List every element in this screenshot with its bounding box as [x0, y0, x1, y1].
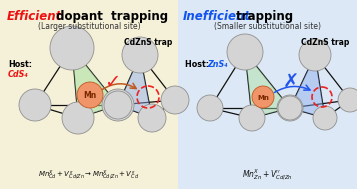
- Circle shape: [77, 82, 103, 108]
- Text: Efficient: Efficient: [7, 10, 62, 23]
- Polygon shape: [72, 48, 118, 118]
- Text: Mn: Mn: [257, 95, 269, 101]
- Circle shape: [122, 37, 158, 73]
- Text: ✓: ✓: [104, 73, 120, 91]
- Bar: [178, 0, 357, 189]
- Polygon shape: [290, 55, 325, 118]
- Text: CdS₄: CdS₄: [8, 70, 29, 79]
- Text: (Smaller substitutional site): (Smaller substitutional site): [213, 22, 321, 31]
- Circle shape: [138, 104, 166, 132]
- Text: (Larger substitutional site): (Larger substitutional site): [38, 22, 140, 31]
- Circle shape: [104, 91, 132, 119]
- Polygon shape: [245, 52, 290, 118]
- Bar: [0, 0, 178, 189]
- Circle shape: [161, 86, 189, 114]
- Circle shape: [197, 95, 223, 121]
- Circle shape: [50, 26, 94, 70]
- Circle shape: [299, 39, 331, 71]
- Circle shape: [19, 89, 51, 121]
- Circle shape: [313, 106, 337, 130]
- Text: trapping: trapping: [232, 10, 293, 23]
- Text: Inefficient: Inefficient: [183, 10, 251, 23]
- Circle shape: [252, 86, 274, 108]
- Text: Mn: Mn: [84, 91, 97, 101]
- Circle shape: [278, 96, 302, 120]
- Circle shape: [239, 105, 265, 131]
- Text: dopant  trapping: dopant trapping: [52, 10, 168, 23]
- Text: Host:: Host:: [185, 60, 212, 69]
- Text: $Mn^X_{Cd} + V^{\prime\prime}_{Cd/Zn} \rightarrow Mn^X_{Cd/Zn} + V^{\prime\prime: $Mn^X_{Cd} + V^{\prime\prime}_{Cd/Zn} \r…: [38, 168, 140, 182]
- Polygon shape: [118, 55, 152, 118]
- Text: CdZnS trap: CdZnS trap: [124, 38, 172, 47]
- Text: $Mn^X_{Zn} + V^{\prime\prime}_{Cd/Zn}$: $Mn^X_{Zn} + V^{\prime\prime}_{Cd/Zn}$: [242, 168, 292, 183]
- Text: ZnS₄: ZnS₄: [207, 60, 228, 69]
- Text: CdZnS trap: CdZnS trap: [301, 38, 349, 47]
- Circle shape: [227, 34, 263, 70]
- Text: ✗: ✗: [283, 73, 299, 91]
- Circle shape: [62, 102, 94, 134]
- Text: Host:: Host:: [8, 60, 32, 69]
- Circle shape: [338, 88, 357, 112]
- Circle shape: [277, 95, 303, 121]
- Circle shape: [102, 89, 134, 121]
